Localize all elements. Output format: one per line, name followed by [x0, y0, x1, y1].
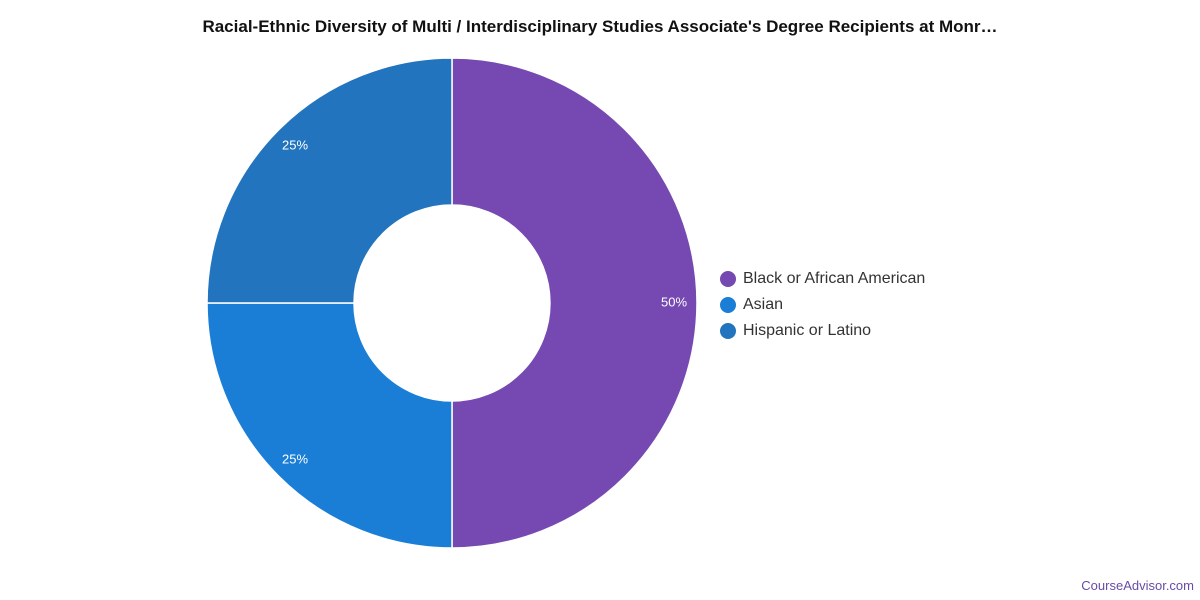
legend-label: Hispanic or Latino — [743, 322, 872, 339]
footer-credit[interactable]: CourseAdvisor.com — [1081, 578, 1194, 593]
donut-slice-3[interactable] — [206, 57, 453, 304]
slice-data-label-2: 25% — [282, 451, 308, 466]
legend-swatch — [720, 297, 736, 313]
legend-item-3[interactable]: Hispanic or Latino — [720, 318, 925, 344]
donut-slice-1[interactable] — [451, 57, 698, 549]
slice-data-label-3: 25% — [282, 137, 308, 152]
legend-item-1[interactable]: Black or African American — [720, 266, 925, 292]
donut-slice-2[interactable] — [206, 302, 453, 549]
legend-swatch — [720, 323, 736, 339]
slice-data-label-1: 50% — [661, 294, 687, 309]
legend-label: Black or African American — [743, 270, 926, 287]
legend-swatch — [720, 271, 736, 287]
chart-legend: Black or African American Asian Hispanic o… — [720, 266, 925, 344]
legend-item-2[interactable]: Asian — [720, 292, 925, 318]
legend-label: Asian — [743, 296, 784, 313]
chart-title: Racial-Ethnic Diversity of Multi / Inter… — [202, 17, 998, 36]
